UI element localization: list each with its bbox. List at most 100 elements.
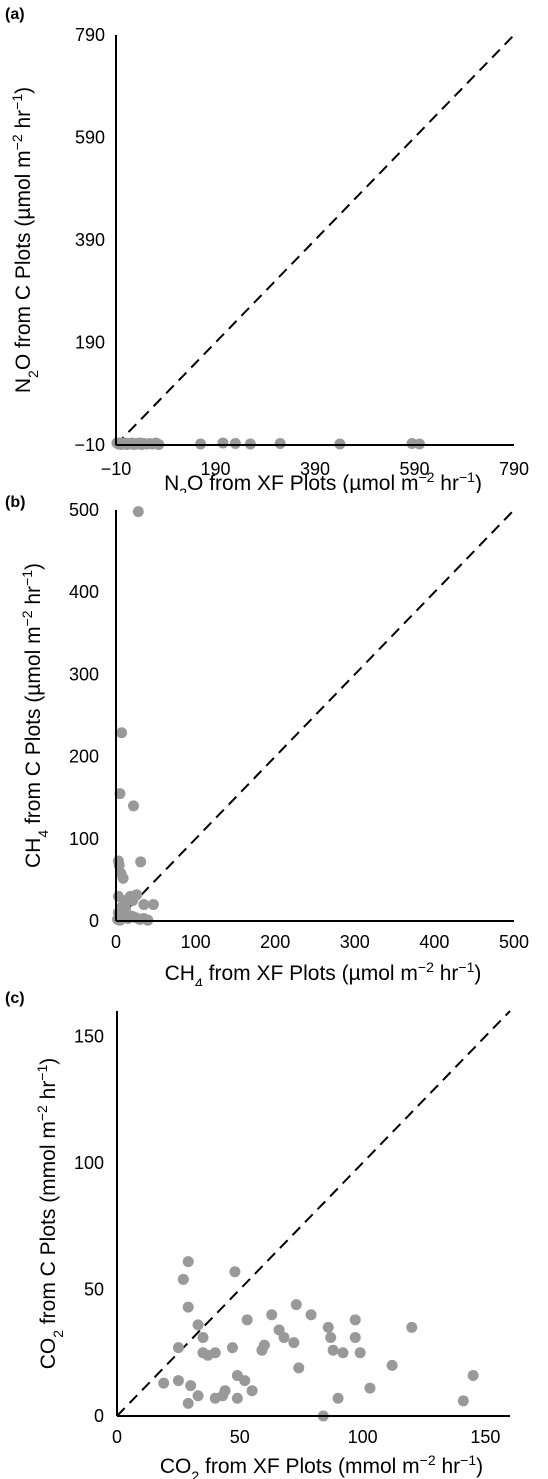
reference-line-1to1 (115, 34, 515, 446)
chart-panel-c: (c) 0 50 100 150 0 50 100 150 CO2 from XF Plots (… (5, 990, 511, 1479)
data-point (127, 894, 139, 906)
data-point (354, 1347, 366, 1359)
data-point (116, 900, 128, 912)
y-tick-label: 390 (75, 230, 105, 250)
y-axis-title: N2O from C Plots (µmol m−2 hr−1) (9, 87, 41, 393)
y-tick-label: 200 (69, 747, 99, 767)
data-point (332, 1392, 344, 1404)
data-point (185, 1380, 197, 1392)
data-point (135, 856, 147, 868)
data-point (128, 800, 140, 812)
x-tick-label: 0 (112, 1427, 122, 1447)
data-point (158, 1377, 170, 1389)
data-point (192, 1390, 204, 1402)
y-tick-label: 0 (94, 1406, 104, 1426)
x-tick-label: 100 (348, 1427, 378, 1447)
y-tick-label: −10 (74, 435, 105, 455)
data-point (197, 1332, 209, 1344)
x-tick-label: −10 (101, 459, 132, 479)
y-tick-label: 300 (69, 664, 99, 684)
data-point (209, 1347, 221, 1359)
data-point (132, 506, 144, 518)
panel-label: (c) (5, 990, 25, 1007)
x-tick-label: 100 (181, 932, 211, 952)
x-axis-title: CO2 from XF Plots (mmol m−2 hr−1) (160, 1452, 483, 1479)
reference-line-1to1 (115, 509, 515, 922)
data-point (138, 899, 150, 911)
data-point (266, 1309, 278, 1321)
y-tick-label: 500 (69, 500, 99, 520)
data-point (182, 1256, 194, 1268)
y-axis-title: CO2 from C Plots (mmol m−2 hr−1) (34, 1058, 66, 1370)
data-point (349, 1332, 361, 1344)
y-tick-label: 100 (69, 829, 99, 849)
reference-line-1to1 (116, 1010, 511, 1417)
data-point (278, 1332, 290, 1344)
data-point (244, 438, 256, 450)
data-point (229, 1266, 241, 1278)
data-point (349, 1314, 361, 1326)
data-point (322, 1321, 334, 1333)
data-point (116, 727, 128, 739)
data-point (182, 1397, 194, 1409)
data-point (406, 1321, 418, 1333)
y-axis-title: CH4 from C Plots (µmol m−2 hr−1) (19, 563, 51, 868)
chart-panel-b: (b) 0 100 200 300 400 500 0 100 200 300 400 500 CH4 f… (5, 494, 529, 986)
data-point (177, 1273, 189, 1285)
data-point (172, 1375, 184, 1387)
data-point (231, 1392, 243, 1404)
x-tick-label: 0 (111, 932, 121, 952)
x-tick-label: 150 (470, 1427, 500, 1447)
data-point (305, 1309, 317, 1321)
panel-label: (a) (5, 6, 25, 23)
data-point (217, 437, 229, 449)
data-point (274, 437, 286, 449)
data-point (117, 872, 129, 884)
data-point (288, 1337, 300, 1349)
data-point (258, 1339, 270, 1351)
x-tick-label: 50 (230, 1427, 250, 1447)
data-point (229, 437, 241, 449)
data-point (293, 1362, 305, 1374)
y-tick-label: 190 (75, 333, 105, 353)
data-point (226, 1342, 238, 1354)
x-tick-label: 590 (399, 459, 429, 479)
y-tick-label: 790 (75, 25, 105, 45)
data-point (192, 1319, 204, 1331)
data-point (386, 1359, 398, 1371)
y-tick-label: 50 (84, 1279, 104, 1299)
y-tick-label: 150 (74, 1026, 104, 1046)
x-tick-label: 390 (300, 459, 330, 479)
data-point (337, 1347, 349, 1359)
y-tick-label: 400 (69, 582, 99, 602)
x-axis-title: N2O from XF Plots (µmol m−2 hr−1) (164, 469, 482, 493)
data-point (364, 1382, 376, 1394)
data-point (147, 899, 159, 911)
data-point (219, 1385, 231, 1397)
data-point (182, 1301, 194, 1313)
x-tick-label: 790 (499, 459, 529, 479)
data-point (457, 1395, 469, 1407)
data-point (239, 1375, 251, 1387)
x-tick-label: 190 (200, 459, 230, 479)
data-point (195, 438, 207, 450)
data-point (325, 1332, 337, 1344)
chart-panel-a: (a) −10 190 390 590 790 −10 190 390 590 790 N2O fro… (5, 6, 529, 493)
panel-label: (b) (5, 494, 25, 511)
x-tick-label: 300 (340, 932, 370, 952)
data-point (114, 788, 126, 800)
x-tick-label: 200 (260, 932, 290, 952)
data-point (334, 438, 346, 450)
data-point (172, 1342, 184, 1354)
x-tick-label: 500 (499, 932, 529, 952)
x-tick-label: 400 (419, 932, 449, 952)
y-tick-label: 100 (74, 1153, 104, 1173)
data-point (467, 1370, 479, 1381)
y-tick-label: 0 (89, 911, 99, 931)
data-point (246, 1385, 258, 1397)
y-tick-label: 590 (75, 128, 105, 148)
data-point (327, 1344, 339, 1356)
data-point (290, 1299, 302, 1311)
data-point (241, 1314, 253, 1326)
data-point (413, 438, 425, 450)
